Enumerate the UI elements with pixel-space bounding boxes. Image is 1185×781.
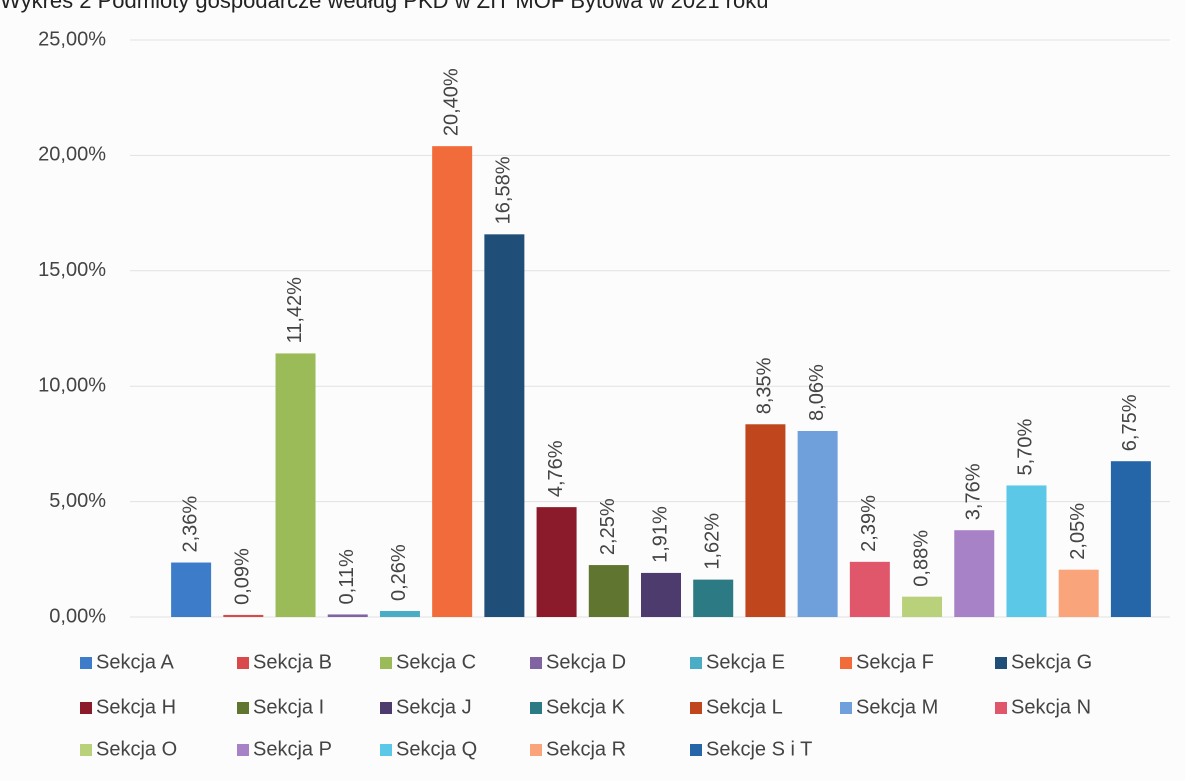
value-label: 6,75% [1119,394,1141,451]
legend-label: Sekcja A [96,651,174,673]
legend-swatch [530,702,542,714]
y-tick-label: 25,00% [38,28,106,50]
legend-label: Sekcje S i T [706,738,812,760]
value-label: 0,09% [232,548,254,605]
bar [1058,569,1099,617]
y-tick-label: 10,00% [38,374,106,396]
bar [902,596,943,617]
legend-swatch [80,744,92,756]
legend-label: Sekcja C [396,651,476,673]
value-label: 8,06% [806,364,828,421]
value-label: 0,88% [910,530,932,587]
bar [588,565,629,617]
bar [797,430,838,617]
value-label: 16,58% [493,156,515,224]
legend-label: Sekcja D [546,651,626,673]
legend-swatch [840,702,852,714]
legend-swatch [237,702,249,714]
bar [849,561,890,617]
bar [536,507,577,617]
legend-swatch [690,702,702,714]
bar [379,610,420,617]
value-label: 2,36% [179,496,201,553]
y-tick-label: 20,00% [38,144,106,166]
value-label: 3,76% [963,463,985,520]
legend-swatch [995,657,1007,669]
legend-label: Sekcja E [706,651,785,673]
bar [484,234,525,617]
legend-swatch [690,744,702,756]
legend-label: Sekcja K [546,696,626,718]
legend-label: Sekcja B [253,651,332,673]
legend-label: Sekcja H [96,696,176,718]
legend-label: Sekcja O [96,738,177,760]
value-label: 1,62% [701,513,723,570]
value-label: 11,42% [284,277,306,344]
bar [171,562,212,617]
legend-swatch [840,657,852,669]
legend-label: Sekcja P [253,738,332,760]
legend-label: Sekcja M [856,696,938,718]
legend-label: Sekcja L [706,696,783,718]
y-tick-label: 5,00% [49,490,106,512]
bar [1006,485,1047,617]
y-tick-label: 0,00% [49,605,106,627]
bar [327,614,368,617]
value-label: 2,05% [1067,503,1089,560]
legend-swatch [380,744,392,756]
value-label: 5,70% [1015,419,1037,476]
value-label: 1,91% [649,506,671,563]
chart-title: Wykres 2 Podmioty gospodarcze według PKD… [0,0,768,13]
value-label: 20,40% [440,68,462,136]
legend-label: Sekcja I [253,696,324,718]
legend-swatch [530,744,542,756]
bar [432,146,473,617]
legend-swatch [80,657,92,669]
legend-label: Sekcja R [546,738,626,760]
legend-swatch [380,657,392,669]
value-label: 8,35% [754,357,776,414]
legend-swatch [995,702,1007,714]
bar [641,572,681,617]
value-label: 4,76% [545,440,567,497]
legend-swatch [530,657,542,669]
legend-swatch [380,702,392,714]
legend-swatch [237,657,249,669]
legend-label: Sekcja Q [396,738,477,760]
bar [223,614,264,617]
legend-swatch [237,744,249,756]
value-label: 0,11% [336,549,358,604]
legend-label: Sekcja J [396,696,472,718]
legend-swatch [80,702,92,714]
legend-label: Sekcja G [1011,651,1092,673]
bar [1110,461,1151,617]
legend-swatch [690,657,702,669]
bar [745,424,786,617]
bar [954,530,995,617]
value-label: 2,25% [597,498,619,555]
legend-label: Sekcja F [856,651,934,673]
value-label: 0,26% [388,544,410,601]
y-tick-label: 15,00% [38,259,106,281]
bar [275,353,316,617]
value-label: 2,39% [858,495,880,552]
legend-label: Sekcja N [1011,696,1091,718]
bar [693,579,734,617]
